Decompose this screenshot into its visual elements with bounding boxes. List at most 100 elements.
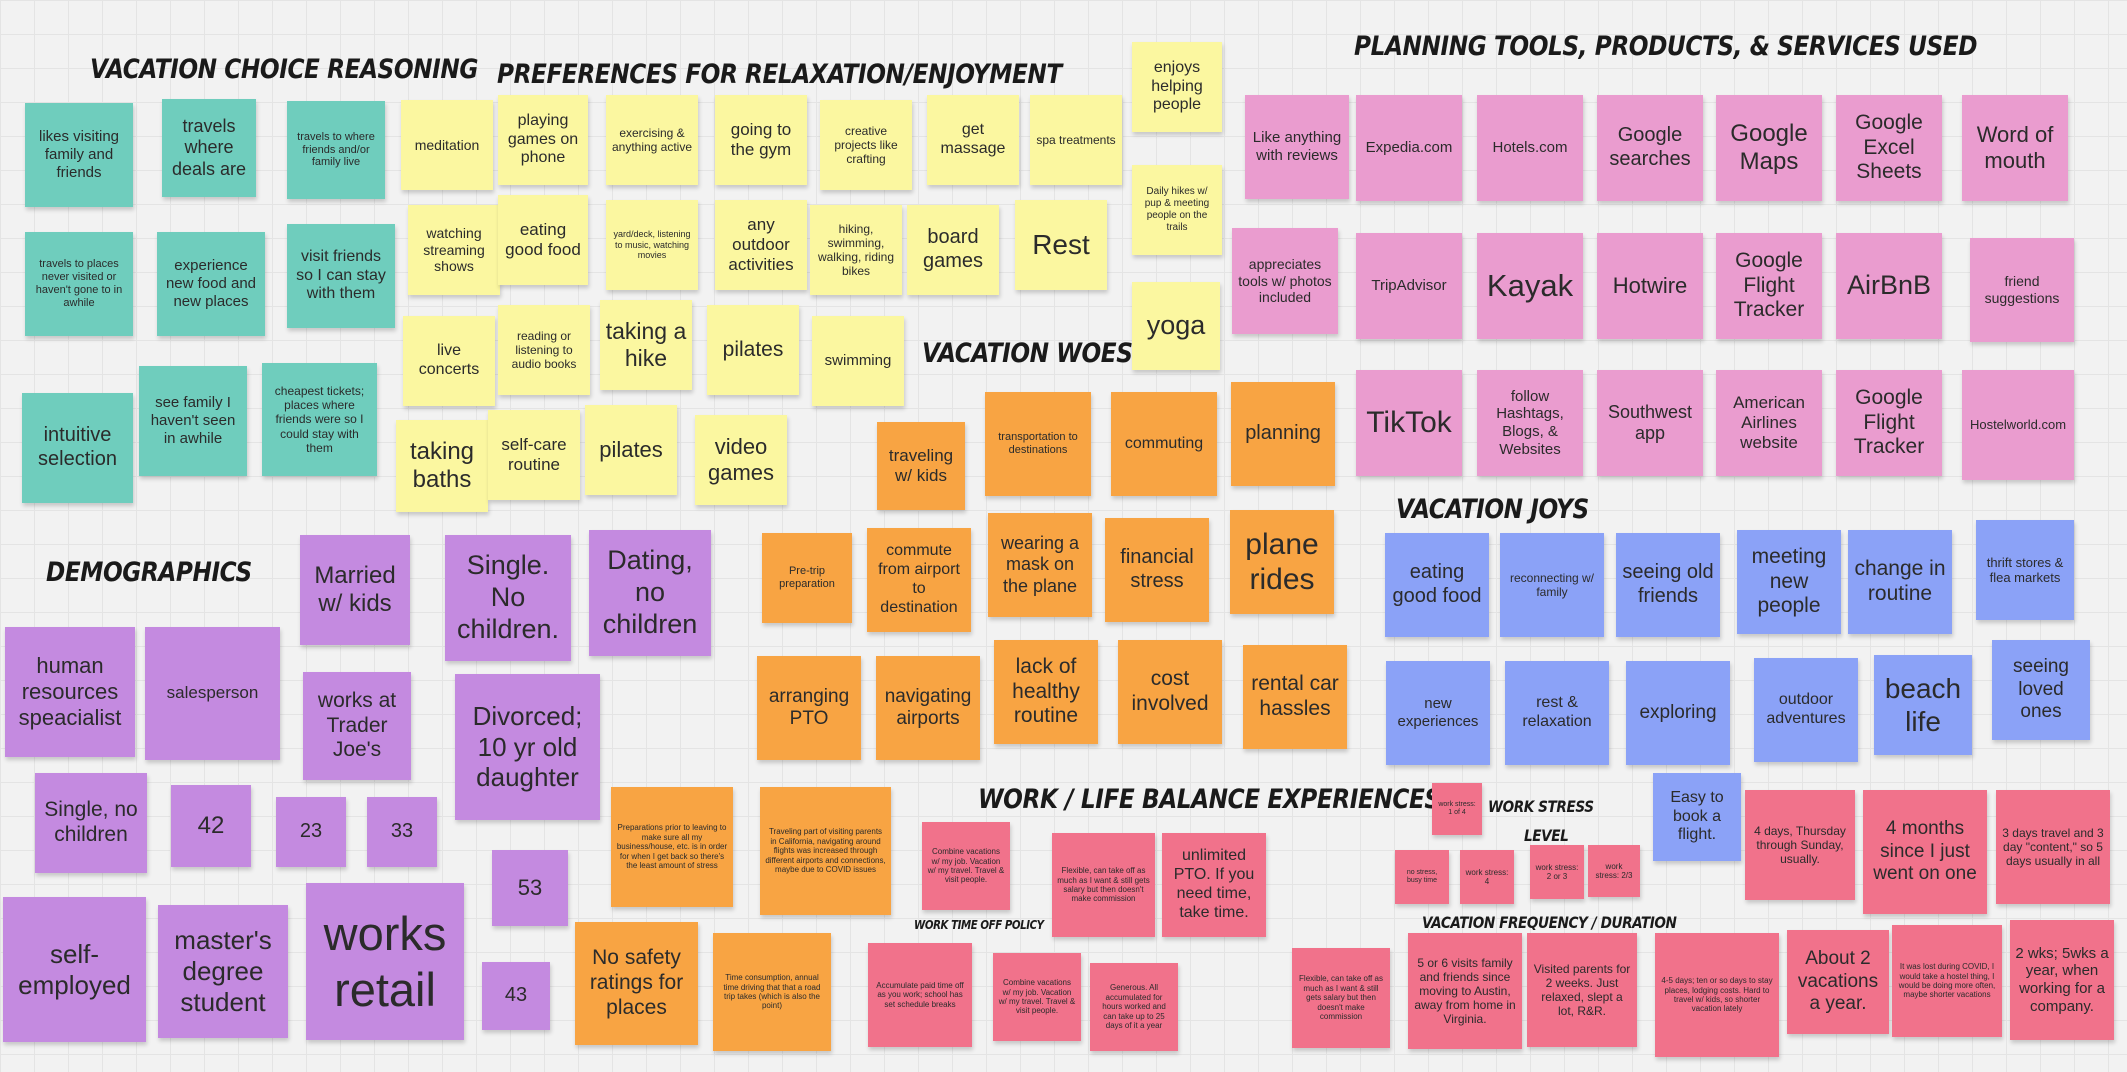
note-pink[interactable]: Kayak: [1477, 233, 1583, 339]
note-red[interactable]: 3 days travel and 3 day "content," so 5 …: [1996, 790, 2110, 904]
note-yellow[interactable]: board games: [907, 205, 999, 295]
note-orange[interactable]: traveling w/ kids: [877, 422, 965, 510]
note-orange[interactable]: Pre-trip preparation: [762, 533, 852, 623]
note-blue[interactable]: change in routine: [1848, 530, 1952, 634]
note-yellow[interactable]: spa treatments: [1030, 95, 1122, 185]
note-red[interactable]: 4-5 days; ten or so days to stay places,…: [1655, 933, 1779, 1057]
note-teal[interactable]: travels to where friends and/or family l…: [287, 101, 385, 199]
note-yellow[interactable]: going to the gym: [715, 95, 807, 185]
note-pink[interactable]: Southwest app: [1597, 370, 1703, 476]
note-red[interactable]: Combine vacations w/ my job. Vacation w/…: [922, 822, 1010, 910]
note-orange[interactable]: lack of healthy routine: [994, 640, 1098, 744]
note-pink[interactable]: Google Excel Sheets: [1836, 95, 1942, 201]
note-red[interactable]: work stress: 2/3: [1588, 845, 1640, 897]
note-yellow[interactable]: get massage: [927, 95, 1019, 185]
note-yellow[interactable]: taking a hike: [600, 300, 692, 390]
note-blue[interactable]: outdoor adventures: [1754, 658, 1858, 762]
note-pink[interactable]: Expedia.com: [1356, 95, 1462, 201]
note-yellow[interactable]: exercising & anything active: [606, 95, 698, 185]
note-blue[interactable]: reconnecting w/ family: [1500, 533, 1604, 637]
note-yellow[interactable]: taking baths: [396, 420, 488, 512]
note-purple[interactable]: Single, no children: [35, 773, 147, 873]
note-pink[interactable]: American Airlines website: [1716, 370, 1822, 476]
note-red[interactable]: It was lost during COVID, I would take a…: [1892, 925, 2002, 1037]
note-red[interactable]: work stress: 2 or 3: [1530, 845, 1584, 899]
note-pink[interactable]: Word of mouth: [1962, 95, 2068, 201]
note-red[interactable]: About 2 vacations a year.: [1787, 930, 1889, 1034]
note-pink[interactable]: Hotels.com: [1477, 95, 1583, 201]
note-pink[interactable]: Hotwire: [1597, 233, 1703, 339]
note-yellow[interactable]: reading or listening to audio books: [498, 305, 590, 395]
note-yellow[interactable]: playing games on phone: [498, 95, 588, 185]
note-yellow[interactable]: creative projects like crafting: [820, 100, 912, 190]
note-red[interactable]: Accumulate paid time off as you work; sc…: [868, 943, 972, 1047]
note-purple[interactable]: Divorced; 10 yr old daughter: [455, 674, 600, 820]
note-yellow[interactable]: Rest: [1015, 200, 1107, 290]
note-orange[interactable]: planning: [1231, 382, 1335, 486]
note-blue[interactable]: thrift stores & flea markets: [1976, 520, 2074, 620]
note-orange[interactable]: commute from airport to destination: [867, 528, 971, 632]
note-red[interactable]: work stress: 4: [1460, 850, 1514, 904]
note-pink[interactable]: Hostelworld.com: [1962, 370, 2074, 480]
note-teal[interactable]: travels to places never visited or haven…: [25, 232, 133, 336]
note-yellow[interactable]: yard/deck, listening to music, watching …: [606, 200, 698, 290]
note-yellow[interactable]: eating good food: [498, 195, 588, 285]
note-red[interactable]: 4 months since I just went on one: [1863, 790, 1987, 914]
note-purple[interactable]: works at Trader Joe's: [303, 672, 411, 780]
note-purple[interactable]: Single. No children.: [445, 535, 571, 661]
note-orange[interactable]: Time consumption, annual time driving th…: [713, 933, 831, 1051]
note-teal[interactable]: travels where deals are: [162, 99, 256, 197]
note-orange[interactable]: wearing a mask on the plane: [988, 513, 1092, 617]
note-yellow[interactable]: pilates: [707, 305, 799, 395]
note-purple[interactable]: Dating, no children: [589, 530, 711, 656]
note-pink[interactable]: friend suggestions: [1970, 238, 2074, 342]
note-red[interactable]: 4 days, Thursday through Sunday, usually…: [1745, 790, 1855, 900]
note-yellow[interactable]: watching streaming shows: [408, 205, 500, 295]
note-purple[interactable]: 23: [276, 797, 346, 867]
note-blue[interactable]: Easy to book a flight.: [1653, 773, 1741, 861]
note-teal[interactable]: likes visiting family and friends: [25, 103, 133, 207]
note-purple[interactable]: salesperson: [145, 627, 280, 760]
note-blue[interactable]: exploring: [1626, 661, 1730, 765]
note-yellow[interactable]: live concerts: [403, 316, 495, 406]
note-yellow[interactable]: self-care routine: [488, 410, 580, 500]
note-purple[interactable]: self-employed: [3, 897, 146, 1042]
note-pink[interactable]: AirBnB: [1836, 233, 1942, 339]
note-pink[interactable]: Google Flight Tracker: [1716, 233, 1822, 339]
note-red[interactable]: Flexible, can take off as much as I want…: [1052, 833, 1155, 937]
note-blue[interactable]: seeing old friends: [1616, 533, 1720, 637]
note-red[interactable]: Combine vacations w/ my job. Vacation w/…: [993, 953, 1081, 1041]
note-orange[interactable]: No safety ratings for places: [575, 922, 698, 1045]
note-red[interactable]: Flexible, can take off as much as I want…: [1292, 948, 1390, 1048]
note-orange[interactable]: arranging PTO: [757, 656, 861, 760]
note-pink[interactable]: Google searches: [1597, 95, 1703, 201]
note-purple[interactable]: 42: [171, 785, 251, 867]
note-orange[interactable]: commuting: [1111, 392, 1217, 496]
note-teal[interactable]: visit friends so I can stay with them: [287, 224, 395, 328]
note-orange[interactable]: cost involved: [1118, 640, 1222, 744]
note-orange[interactable]: Traveling part of visiting parents in Ca…: [760, 787, 891, 915]
note-teal[interactable]: cheapest tickets; places where friends w…: [262, 363, 377, 476]
note-pink[interactable]: follow Hashtags, Blogs, & Websites: [1477, 370, 1583, 476]
note-red[interactable]: work stress: 1 of 4: [1432, 783, 1482, 835]
note-red[interactable]: no stress, busy time: [1395, 850, 1449, 904]
note-purple[interactable]: works retail: [306, 883, 464, 1040]
note-orange[interactable]: transportation to destinations: [985, 392, 1091, 496]
note-red[interactable]: 2 wks; 5wks a year, when working for a c…: [2010, 920, 2114, 1040]
note-purple[interactable]: 33: [367, 797, 437, 867]
note-purple[interactable]: 53: [492, 850, 568, 926]
note-pink[interactable]: Google Flight Tracker: [1836, 370, 1942, 476]
note-yellow[interactable]: enjoys helping people: [1132, 42, 1222, 132]
note-red[interactable]: Visited parents for 2 weeks. Just relaxe…: [1527, 933, 1637, 1047]
note-blue[interactable]: rest & relaxation: [1505, 661, 1609, 765]
note-blue[interactable]: meeting new people: [1737, 530, 1841, 634]
note-yellow[interactable]: any outdoor activities: [715, 200, 807, 290]
note-blue[interactable]: new experiences: [1386, 661, 1490, 765]
note-yellow[interactable]: pilates: [585, 405, 677, 495]
note-orange[interactable]: financial stress: [1105, 518, 1209, 622]
note-yellow[interactable]: swimming: [812, 316, 904, 406]
note-purple[interactable]: master's degree student: [158, 905, 288, 1038]
note-yellow[interactable]: hiking, swimming, walking, riding bikes: [810, 205, 902, 295]
note-purple[interactable]: 43: [482, 962, 550, 1030]
